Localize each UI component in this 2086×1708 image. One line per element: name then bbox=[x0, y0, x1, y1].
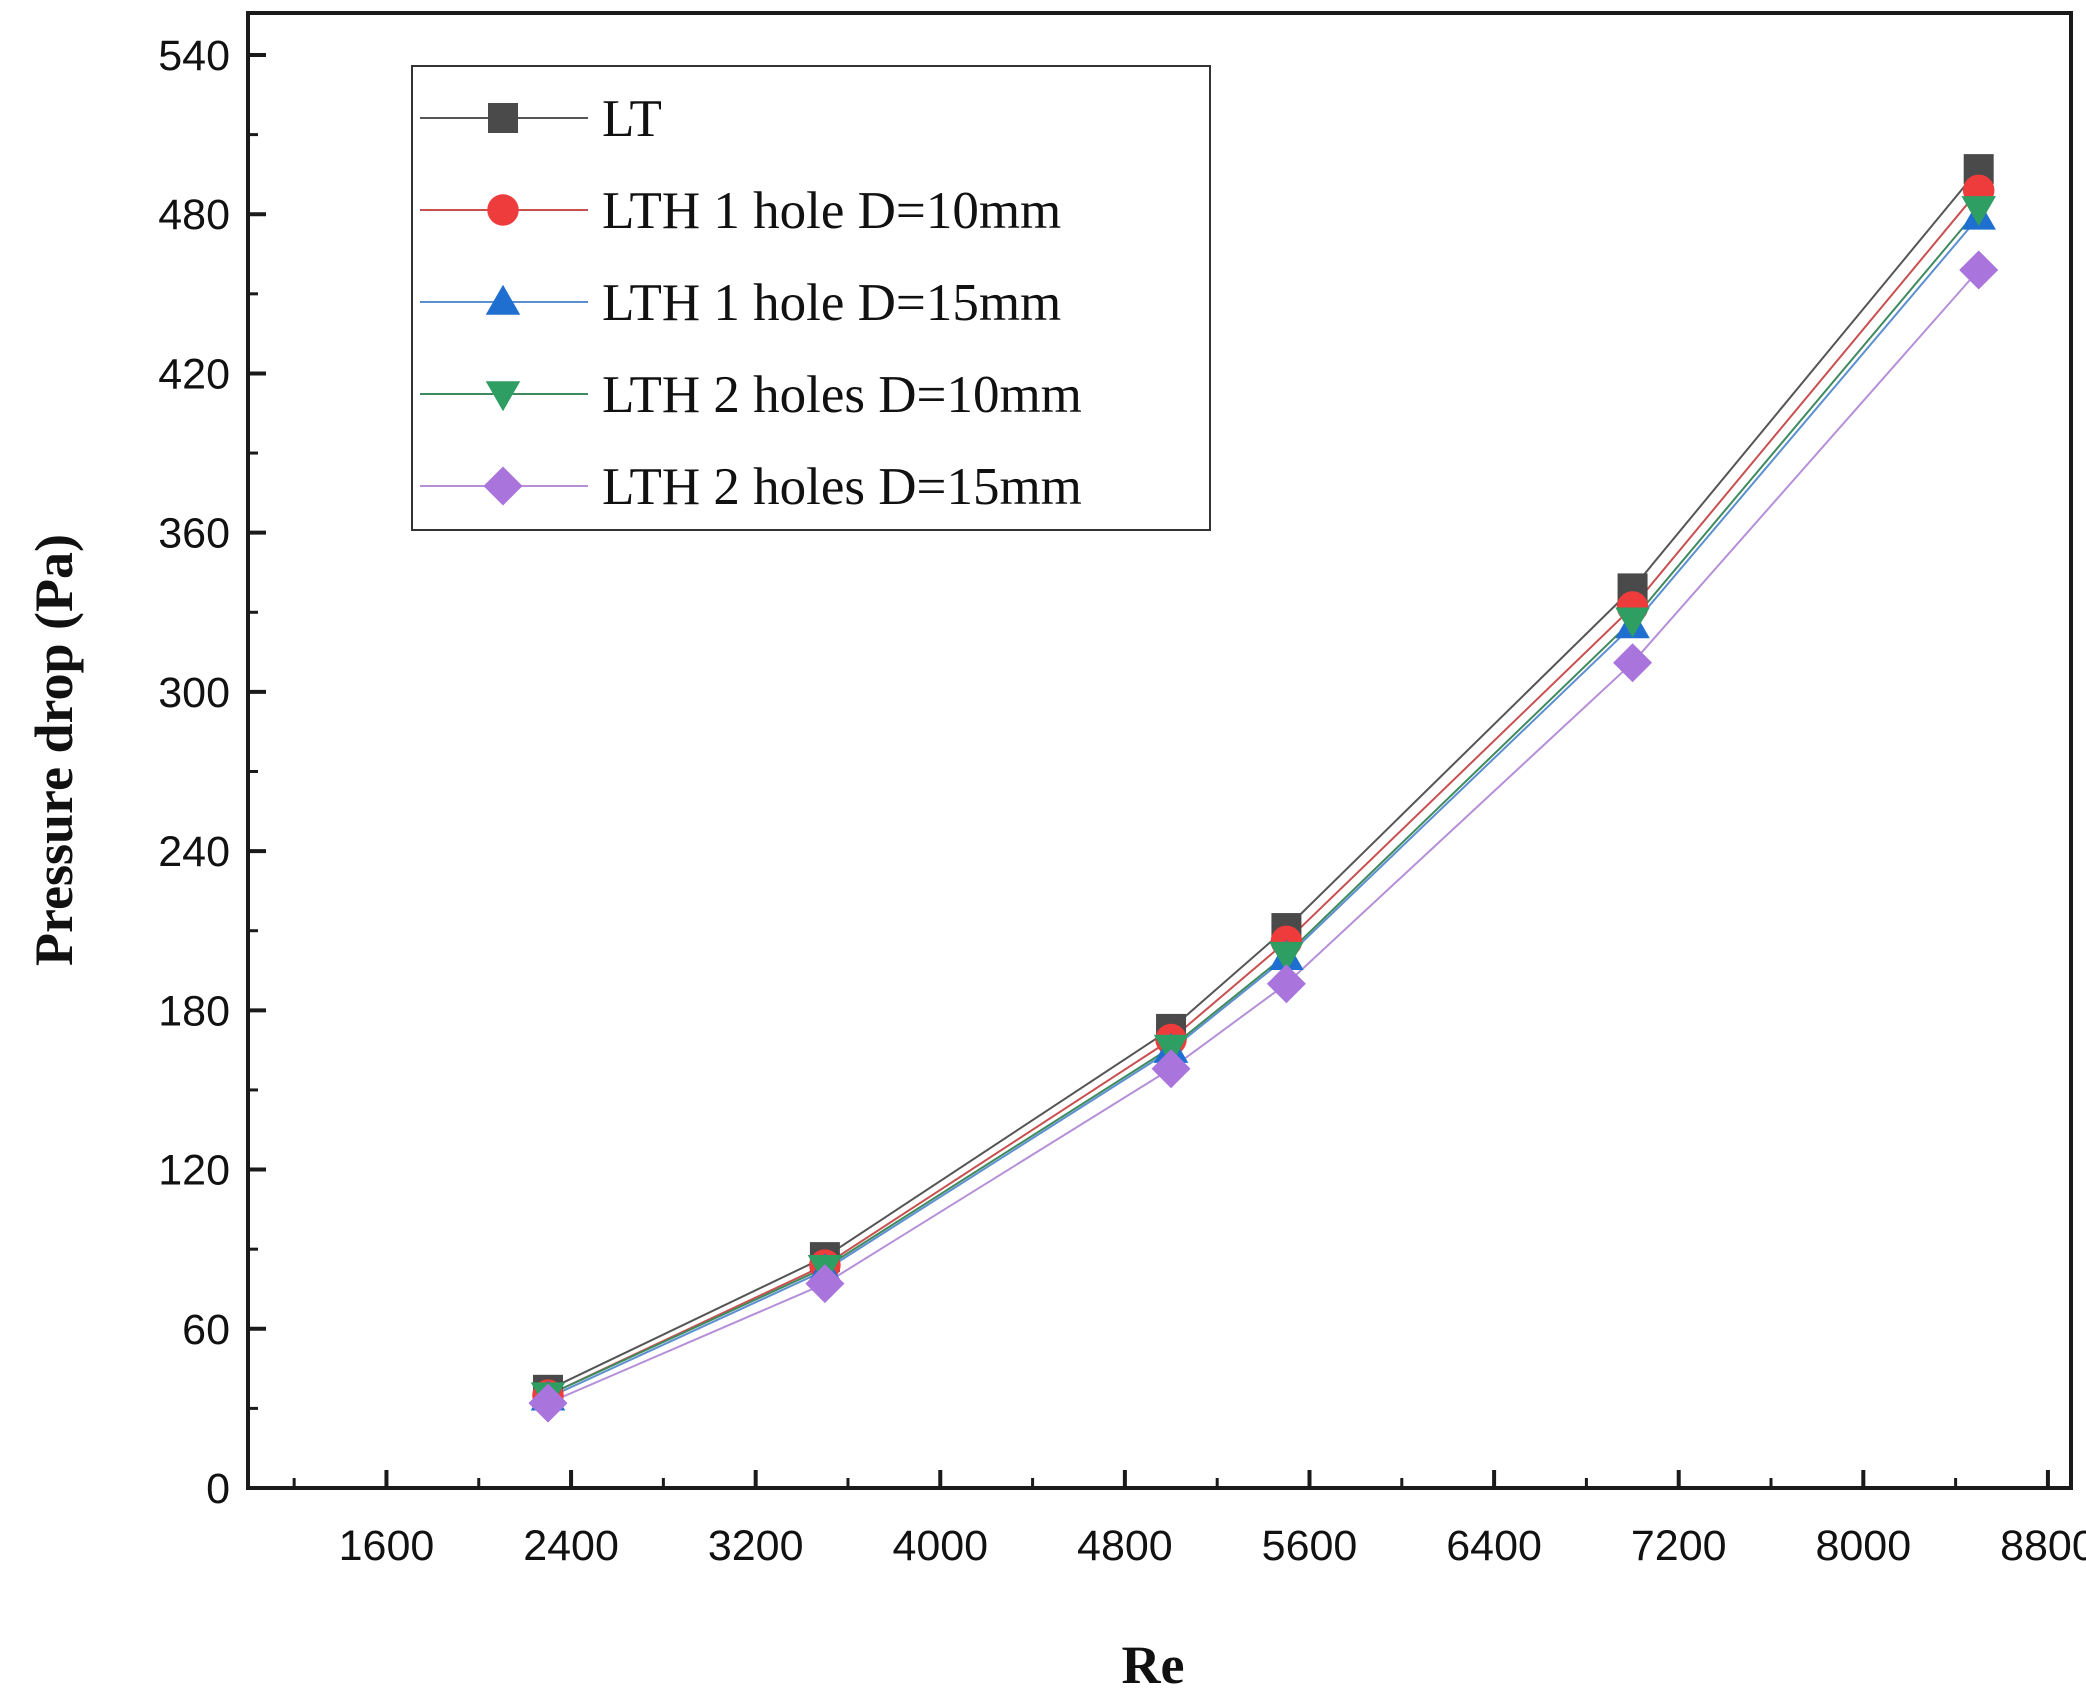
data-point-4-3 bbox=[1266, 964, 1306, 1004]
legend-label-1: LTH 1 hole D=10mm bbox=[602, 182, 1061, 240]
series-line-0 bbox=[547, 168, 1980, 1391]
legend-label-2: LTH 1 hole D=15mm bbox=[602, 274, 1061, 332]
x-tick-label: 6400 bbox=[1446, 1522, 1542, 1570]
y-tick-label: 480 bbox=[158, 191, 230, 239]
legend-marker-1 bbox=[487, 194, 519, 226]
y-tick-label: 60 bbox=[182, 1306, 230, 1354]
legend-marker-0 bbox=[488, 103, 518, 133]
legend-marker-4 bbox=[483, 466, 523, 506]
x-tick-label: 4000 bbox=[892, 1522, 988, 1570]
y-tick-label: 540 bbox=[158, 32, 230, 80]
y-tick-label: 240 bbox=[158, 828, 230, 876]
y-axis: 0 60 120 180 240 300 360 420 480 540 bbox=[158, 32, 266, 1513]
legend: LT LTH 1 hole D=10mm LTH 1 hole D=15mm LTH … bbox=[411, 65, 1211, 531]
x-tick-label: 4800 bbox=[1077, 1522, 1173, 1570]
legend-marker-3 bbox=[485, 381, 521, 412]
data-point-4-5 bbox=[1959, 250, 1999, 290]
x-tick-label: 8800 bbox=[2000, 1522, 2086, 1570]
y-tick-label: 360 bbox=[158, 510, 230, 558]
data-point-3-3 bbox=[1269, 941, 1304, 972]
series-line-1 bbox=[547, 189, 1980, 1397]
data-point-3-4 bbox=[1615, 607, 1650, 638]
data-point-4-4 bbox=[1613, 643, 1653, 683]
series-lines bbox=[547, 168, 1980, 1405]
legend-box bbox=[411, 65, 1211, 531]
y-tick-label: 0 bbox=[206, 1465, 230, 1513]
series-line-4 bbox=[547, 269, 1980, 1405]
series-line-2 bbox=[547, 216, 1980, 1399]
x-tick-label: 1600 bbox=[339, 1522, 435, 1570]
data-point-4-2 bbox=[1151, 1049, 1191, 1089]
x-tick-label: 2400 bbox=[523, 1522, 619, 1570]
legend-marker-2 bbox=[485, 284, 521, 315]
y-tick-label: 180 bbox=[158, 987, 230, 1035]
legend-label-4: LTH 2 holes D=15mm bbox=[602, 458, 1082, 516]
x-tick-label: 3200 bbox=[708, 1522, 804, 1570]
series-markers bbox=[528, 154, 1999, 1423]
y-tick-label: 120 bbox=[158, 1147, 230, 1195]
x-tick-label: 5600 bbox=[1262, 1522, 1358, 1570]
x-axis-title: Re bbox=[1122, 1635, 1185, 1695]
y-tick-label: 300 bbox=[158, 669, 230, 717]
x-tick-label: 7200 bbox=[1631, 1522, 1727, 1570]
legend-label-0: LT bbox=[602, 90, 662, 148]
x-tick-label: 8000 bbox=[1815, 1522, 1911, 1570]
y-tick-label: 420 bbox=[158, 350, 230, 398]
legend-label-3: LTH 2 holes D=10mm bbox=[602, 366, 1082, 424]
data-point-3-5 bbox=[1961, 196, 1996, 227]
data-point-4-1 bbox=[805, 1264, 845, 1304]
x-axis: 1600 2400 3200 4000 4800 5600 6400 7200 8000 8800 bbox=[292, 1470, 2086, 1570]
series-line-3 bbox=[547, 208, 1980, 1397]
plot-frame bbox=[246, 11, 2073, 1490]
data-point-4-0 bbox=[528, 1383, 568, 1423]
y-axis-title: Pressure drop (Pa) bbox=[24, 534, 84, 966]
